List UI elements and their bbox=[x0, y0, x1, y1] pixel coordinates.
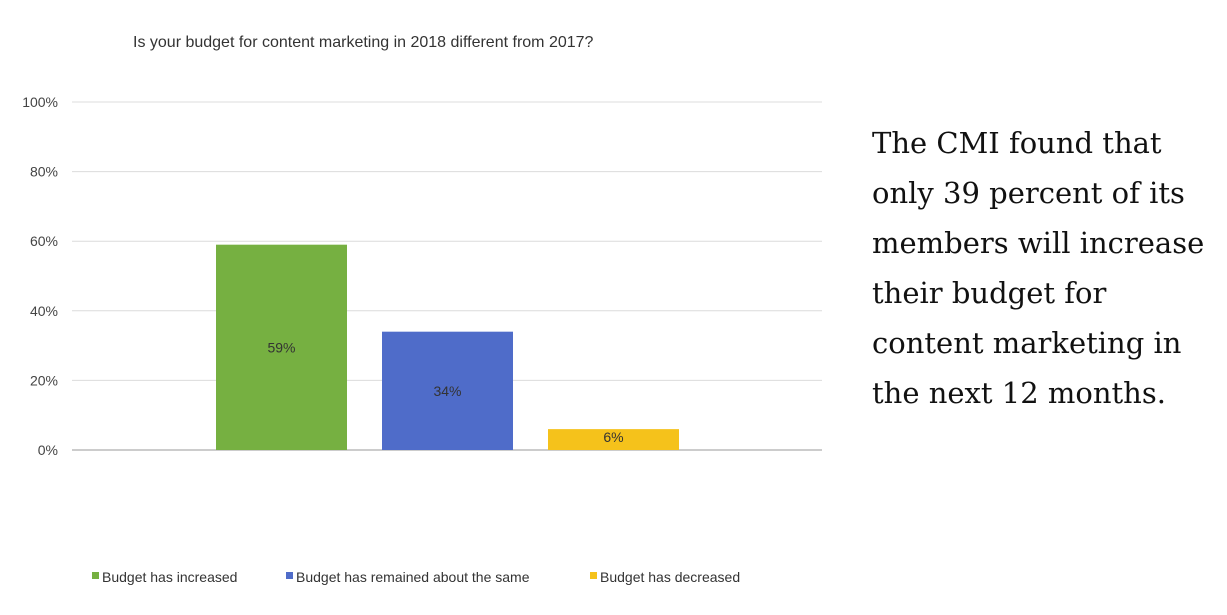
legend: Budget has increased Budget has remained … bbox=[92, 569, 740, 585]
data-label: 59% bbox=[267, 339, 295, 355]
data-label: 34% bbox=[433, 383, 461, 399]
y-tick-label: 60% bbox=[30, 233, 58, 249]
y-axis: 0% 20% 40% 60% 80% 100% bbox=[22, 94, 58, 458]
y-tick-label: 100% bbox=[22, 94, 58, 110]
legend-swatch bbox=[92, 572, 99, 579]
legend-label: Budget has remained about the same bbox=[296, 569, 530, 585]
data-label: 6% bbox=[603, 429, 623, 445]
data-labels: 59% 34% 6% bbox=[267, 339, 623, 445]
bar bbox=[216, 244, 347, 450]
legend-label: Budget has decreased bbox=[600, 569, 740, 585]
bar bbox=[548, 429, 679, 450]
legend-label: Budget has increased bbox=[102, 569, 237, 585]
chart-title: Is your budget for content marketing in … bbox=[133, 34, 594, 51]
bars bbox=[216, 244, 679, 450]
bar bbox=[382, 331, 513, 450]
side-caption: The CMI found that only 39 percent of it… bbox=[872, 126, 1205, 410]
y-tick-label: 40% bbox=[30, 303, 58, 319]
legend-swatch bbox=[286, 572, 293, 579]
bar-chart: Is your budget for content marketing in … bbox=[22, 34, 822, 585]
chart-container: Is your budget for content marketing in … bbox=[22, 34, 822, 585]
y-tick-label: 20% bbox=[30, 372, 58, 388]
gridlines bbox=[72, 101, 822, 451]
legend-swatch bbox=[590, 572, 597, 579]
y-tick-label: 80% bbox=[30, 164, 58, 180]
y-tick-label: 0% bbox=[38, 442, 58, 458]
